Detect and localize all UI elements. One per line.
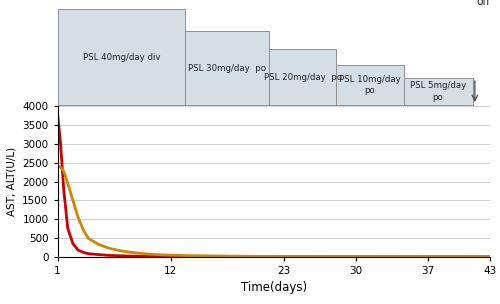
Text: PSL 20mg/day  po: PSL 20mg/day po [264,73,342,81]
ALT [147,252,153,256]
Bar [336,65,404,105]
AST [60,187,66,191]
ALT [456,255,462,258]
ALT [58,165,64,169]
ALT [60,169,66,173]
AST [209,255,215,258]
AST [54,111,60,115]
ALT [80,228,86,232]
AST [188,255,194,258]
ALT [116,249,122,252]
ALT [54,164,60,168]
AST [147,254,153,258]
ALT [394,255,400,258]
ALT [353,255,359,258]
ALT [137,251,143,255]
AST [96,253,102,257]
ALT [230,254,235,258]
Bar [270,49,336,105]
AST [58,142,64,146]
X-axis label: Time(days): Time(days) [240,282,307,295]
AST [86,252,91,255]
Text: off: off [476,0,490,7]
ALT [106,247,112,250]
ALT [158,253,164,257]
ALT [168,253,174,257]
AST [425,255,431,259]
AST [456,255,462,259]
Text: PSL 30mg/day  po: PSL 30mg/day po [188,64,266,73]
AST [168,255,174,258]
AST [394,255,400,259]
ALT [250,254,256,258]
ALT [65,182,71,185]
ALT [96,243,102,246]
AST [137,254,143,258]
AST [80,250,86,254]
Line: AST: AST [58,113,490,257]
AST [116,254,122,257]
AST [75,248,81,252]
Text: PSL 40mg/day div: PSL 40mg/day div [82,53,160,61]
Text: PSL 5mg/day
po: PSL 5mg/day po [410,81,466,102]
AST [65,227,71,230]
Bar [185,31,270,105]
AST [230,255,235,259]
ALT [425,255,431,258]
ALT [75,216,81,219]
Line: ALT: ALT [58,166,490,257]
ALT [281,255,287,258]
AST [250,255,256,259]
AST [106,254,112,257]
ALT [126,250,132,254]
AST [281,255,287,259]
ALT [70,199,76,202]
AST [126,254,132,258]
ALT [312,255,318,258]
ALT [86,237,91,240]
Bar [404,78,472,105]
AST [487,255,493,259]
ALT [487,255,493,259]
AST [312,255,318,259]
Text: PSL 10mg/day
po: PSL 10mg/day po [339,75,401,95]
AST [353,255,359,259]
AST [70,242,76,246]
ALT [188,254,194,257]
Y-axis label: AST, ALT(U/L): AST, ALT(U/L) [6,147,16,216]
AST [158,255,164,258]
Bar [58,9,185,105]
ALT [209,254,215,258]
